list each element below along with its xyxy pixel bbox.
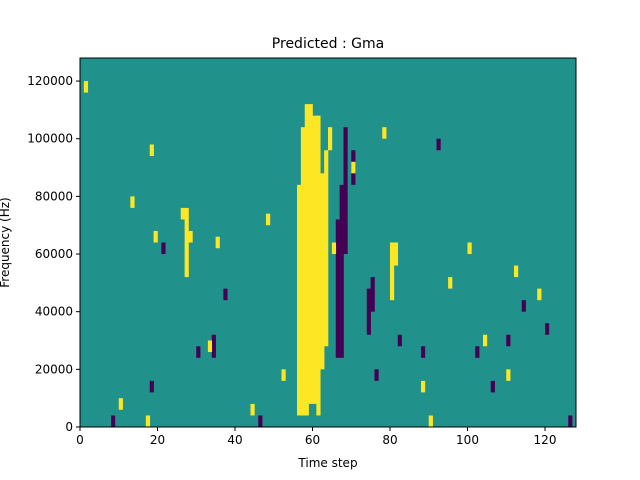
heatmap-cell-high — [421, 380, 426, 393]
y-tick-label: 120000 — [27, 74, 73, 88]
heatmap-cell-low — [196, 346, 201, 358]
x-tick-label: 100 — [456, 433, 479, 447]
y-tick-label: 60000 — [35, 247, 73, 261]
heatmap-cell-high — [382, 127, 387, 139]
heatmap-cell-low — [339, 184, 344, 358]
x-tick-label: 0 — [76, 433, 84, 447]
x-tick-label: 60 — [305, 433, 320, 447]
x-tick-label: 120 — [534, 433, 557, 447]
heatmap-cell-high — [320, 173, 325, 370]
heatmap-cell-high — [149, 144, 154, 157]
heatmap-cell-high — [351, 161, 356, 174]
heatmap-cell-low — [223, 288, 228, 301]
heatmap-cell-low — [436, 138, 441, 151]
heatmap-cell-high — [448, 277, 453, 289]
heatmap-cell-high — [467, 242, 472, 255]
heatmap-cell-high — [281, 369, 286, 381]
heatmap-cell-high — [130, 196, 135, 208]
heatmap-cell-low — [343, 127, 348, 255]
heatmap-cell-high — [390, 242, 395, 301]
heatmap-cell-low — [258, 415, 263, 427]
heatmap-cell-high — [215, 236, 220, 249]
heatmap-cell-low — [521, 300, 526, 312]
heatmap-cell-high — [250, 403, 255, 416]
heatmap-cell-high — [188, 230, 193, 243]
heatmap-cell-low — [490, 380, 495, 393]
x-tick-label: 80 — [382, 433, 397, 447]
heatmap-cell-high — [514, 265, 519, 278]
y-tick-label: 0 — [65, 420, 73, 434]
x-axis-label: Time step — [297, 456, 357, 470]
heatmap-cell-high — [266, 213, 271, 226]
heatmap-cell-high — [118, 398, 123, 410]
heatmap-cell-low — [149, 380, 154, 393]
heatmap-cell-high — [184, 207, 189, 278]
heatmap-cell-high — [324, 150, 329, 347]
heatmap-cell-high — [393, 242, 399, 266]
heatmap-cell-high — [304, 104, 309, 416]
plot-frame — [79, 57, 577, 428]
heatmap-cell-high — [145, 415, 151, 427]
heatmap-cell-high — [331, 242, 337, 255]
heatmap-cell-high — [483, 334, 488, 347]
heatmap-cell-low — [111, 415, 116, 427]
heatmap-cell-high — [537, 288, 542, 301]
heatmap-cell-high — [297, 184, 302, 416]
heatmap-cell-low — [335, 219, 340, 358]
heatmap-cell-low — [545, 323, 550, 335]
heatmap-cell-high — [180, 207, 185, 220]
x-axis-ticks: 0 20 40 60 80 100 120 — [76, 427, 556, 447]
heatmap-cell-high — [300, 127, 306, 416]
x-tick-label: 40 — [227, 433, 242, 447]
y-axis-label: Frequency (Hz) — [0, 197, 12, 288]
heatmap-cell-low — [161, 242, 166, 255]
y-tick-label: 40000 — [35, 305, 73, 319]
heatmap-cell-low — [370, 277, 375, 312]
heatmap-cell-low — [475, 346, 480, 358]
heatmap-cell-high — [312, 115, 317, 404]
heatmap-cell-low — [506, 334, 511, 347]
x-tick-label: 20 — [150, 433, 165, 447]
heatmap-cell-low — [366, 288, 371, 335]
heatmap-cell-high — [308, 104, 313, 404]
chart-title: Predicted : Gma — [272, 36, 384, 52]
y-tick-label: 100000 — [27, 132, 73, 146]
heatmap-cell-low — [211, 334, 216, 358]
heatmap-cell-low — [568, 415, 573, 427]
heatmap-cell-high — [207, 340, 213, 353]
heatmap-cell-high — [506, 369, 511, 381]
heatmap-cell-low — [374, 369, 379, 381]
heatmap-cell-high — [83, 81, 89, 93]
heatmap-cell-low — [421, 346, 426, 358]
heatmap-cell-high — [428, 415, 433, 427]
y-axis-ticks: 0 20000 40000 60000 80000 100000 120000 — [27, 74, 80, 434]
y-tick-label: 80000 — [35, 189, 73, 203]
heatmap-cell-high — [328, 127, 333, 151]
heatmap-cell-high — [316, 115, 321, 416]
y-tick-label: 20000 — [35, 362, 73, 376]
heatmap-cell-low — [397, 334, 402, 347]
heatmap-cells — [80, 58, 576, 427]
heatmap-cell-high — [153, 230, 158, 243]
